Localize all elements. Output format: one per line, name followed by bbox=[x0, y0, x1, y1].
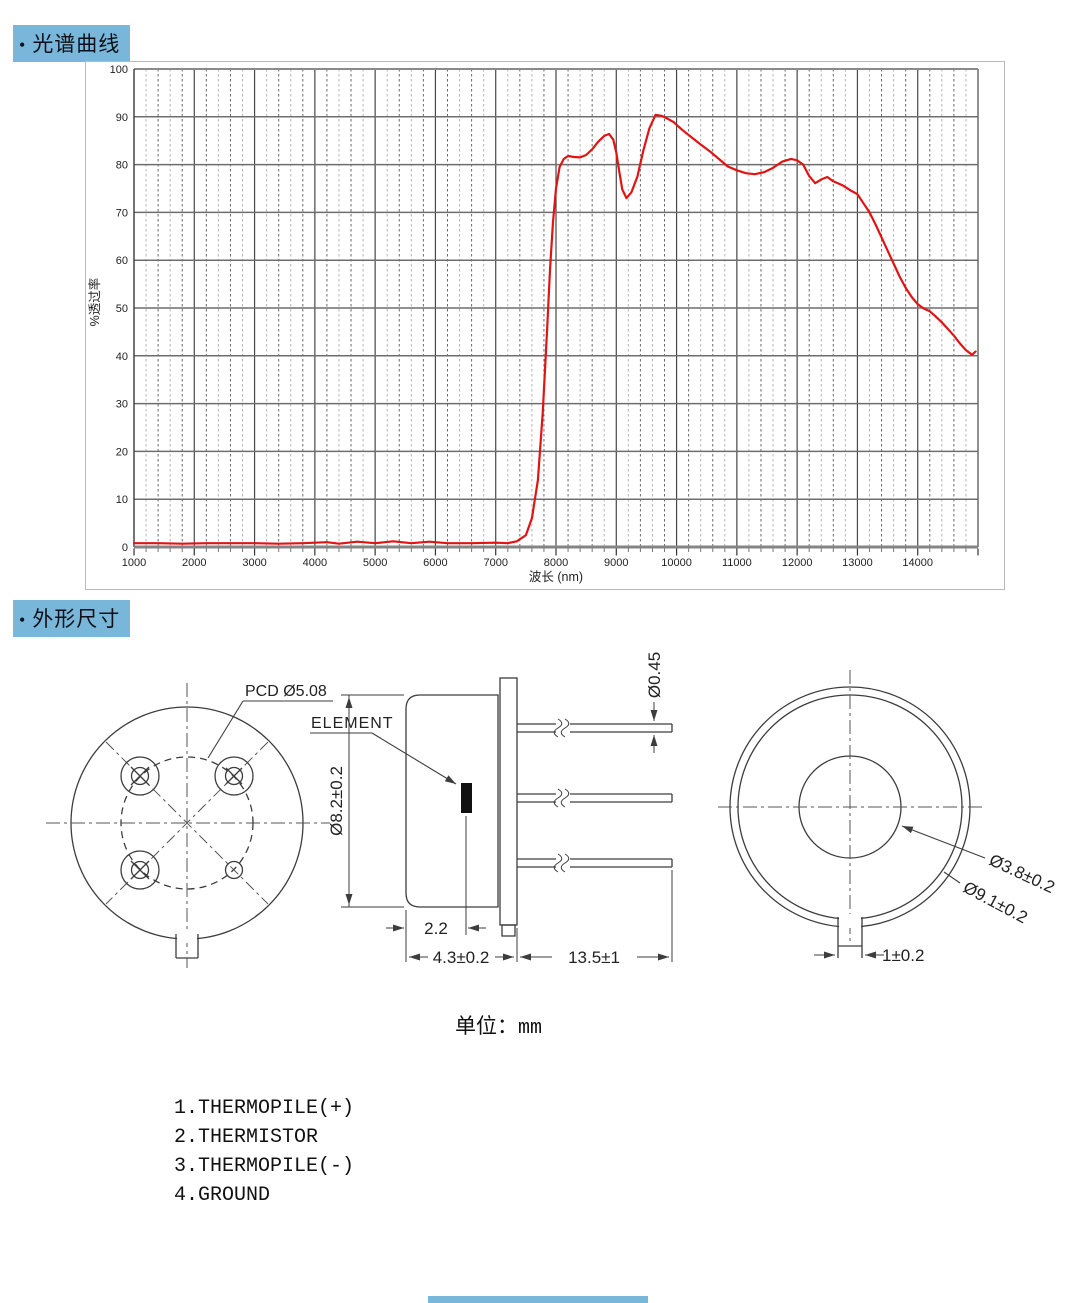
x-axis-title: 波长 (nm) bbox=[529, 570, 583, 584]
x-tick-label: 8000 bbox=[544, 557, 568, 569]
x-tick-label: 2000 bbox=[182, 557, 206, 569]
y-tick-label: 70 bbox=[116, 207, 128, 219]
pin-3-label: 3.THERMOPILE(-) bbox=[174, 1155, 355, 1178]
y-tick-label: 40 bbox=[116, 351, 128, 363]
pcd-dimension-label: PCD Ø5.08 bbox=[245, 683, 327, 700]
pin-function-list: 1.THERMOPILE(+) 2.THERMISTOR 3.THERMOPIL… bbox=[174, 1094, 354, 1210]
transmittance-curve bbox=[132, 113, 977, 545]
y-tick-label: 20 bbox=[116, 446, 128, 458]
rear-view-drawing: 1±0.2 Ø3.8±0.2 Ø9.1±0.2 bbox=[718, 670, 1058, 965]
window-diameter-dimension: Ø3.8±0.2 bbox=[986, 850, 1057, 897]
x-tick-label: 13000 bbox=[842, 557, 873, 569]
next-section-highlight-clipped bbox=[428, 1296, 648, 1303]
element-label: ELEMENT bbox=[311, 715, 394, 732]
y-axis-title: %透过率 bbox=[87, 278, 102, 327]
bullet-icon: • bbox=[19, 35, 27, 55]
spectral-chart-frame: 1000 2000 3000 4000 5000 6000 7000 8000 9000 1000… bbox=[85, 61, 1005, 590]
x-tick-label: 14000 bbox=[902, 557, 933, 569]
pin-markers bbox=[120, 756, 254, 890]
cap-diameter-dimension: Ø9.1±0.2 bbox=[960, 878, 1031, 928]
unit-value: mm bbox=[518, 1017, 543, 1040]
sensing-element bbox=[461, 783, 472, 813]
x-tick-label: 5000 bbox=[363, 557, 387, 569]
outline-dimension-drawings: PCD Ø5.08 bbox=[46, 652, 1058, 968]
bullet-icon: • bbox=[19, 610, 27, 630]
pin-1-label: 1.THERMOPILE(+) bbox=[174, 1097, 355, 1120]
unit-note: 单位：mm bbox=[455, 1010, 542, 1040]
y-tick-label: 90 bbox=[116, 112, 128, 124]
transmittance-spectrum-chart: 1000 2000 3000 4000 5000 6000 7000 8000 9000 1000… bbox=[87, 64, 979, 584]
pin-4-label: 4.GROUND bbox=[174, 1184, 271, 1207]
y-tick-label: 0 bbox=[122, 542, 128, 554]
y-tick-label: 60 bbox=[116, 255, 128, 267]
x-tick-label: 11000 bbox=[722, 557, 752, 569]
y-tick-label: 80 bbox=[116, 160, 128, 172]
x-tick-label: 3000 bbox=[242, 557, 266, 569]
element-offset-dimension: 2.2 bbox=[424, 919, 448, 938]
body-length-dimension: 4.3±0.2 bbox=[433, 948, 490, 967]
section-header-spectral-curve: • 光谱曲线 bbox=[13, 25, 131, 62]
x-tick-label: 1000 bbox=[122, 557, 146, 569]
y-tick-label: 10 bbox=[116, 494, 128, 506]
tab-width-dimension: 1±0.2 bbox=[882, 946, 924, 965]
x-tick-label: 12000 bbox=[782, 557, 813, 569]
y-tick-label: 100 bbox=[110, 64, 128, 76]
x-tick-label: 6000 bbox=[423, 557, 447, 569]
pin-2-label: 2.THERMISTOR bbox=[174, 1126, 319, 1149]
y-tick-label: 50 bbox=[116, 303, 128, 315]
pcd-circle bbox=[120, 756, 254, 890]
front-view-drawing: PCD Ø5.08 bbox=[46, 683, 333, 968]
x-tick-label: 9000 bbox=[604, 557, 628, 569]
lead-diameter-dimension: Ø0.45 bbox=[645, 652, 664, 698]
unit-label: 单位： bbox=[455, 1014, 518, 1038]
section-header-outline-dimensions: • 外形尺寸 bbox=[13, 600, 131, 637]
x-tick-label: 7000 bbox=[483, 557, 507, 569]
section-title: 光谱曲线 bbox=[32, 32, 121, 56]
y-tick-label: 30 bbox=[116, 399, 128, 411]
x-tick-label: 10000 bbox=[661, 557, 692, 569]
body-diameter-dimension: Ø8.2±0.2 bbox=[327, 766, 346, 836]
section-title: 外形尺寸 bbox=[32, 607, 121, 631]
x-tick-label: 4000 bbox=[303, 557, 327, 569]
lead-length-dimension: 13.5±1 bbox=[568, 948, 620, 967]
side-view-drawing: ELEMENT Ø8.2±0.2 2.2 4.3±0.2 13.5±1 bbox=[310, 652, 673, 967]
leads bbox=[517, 718, 673, 873]
